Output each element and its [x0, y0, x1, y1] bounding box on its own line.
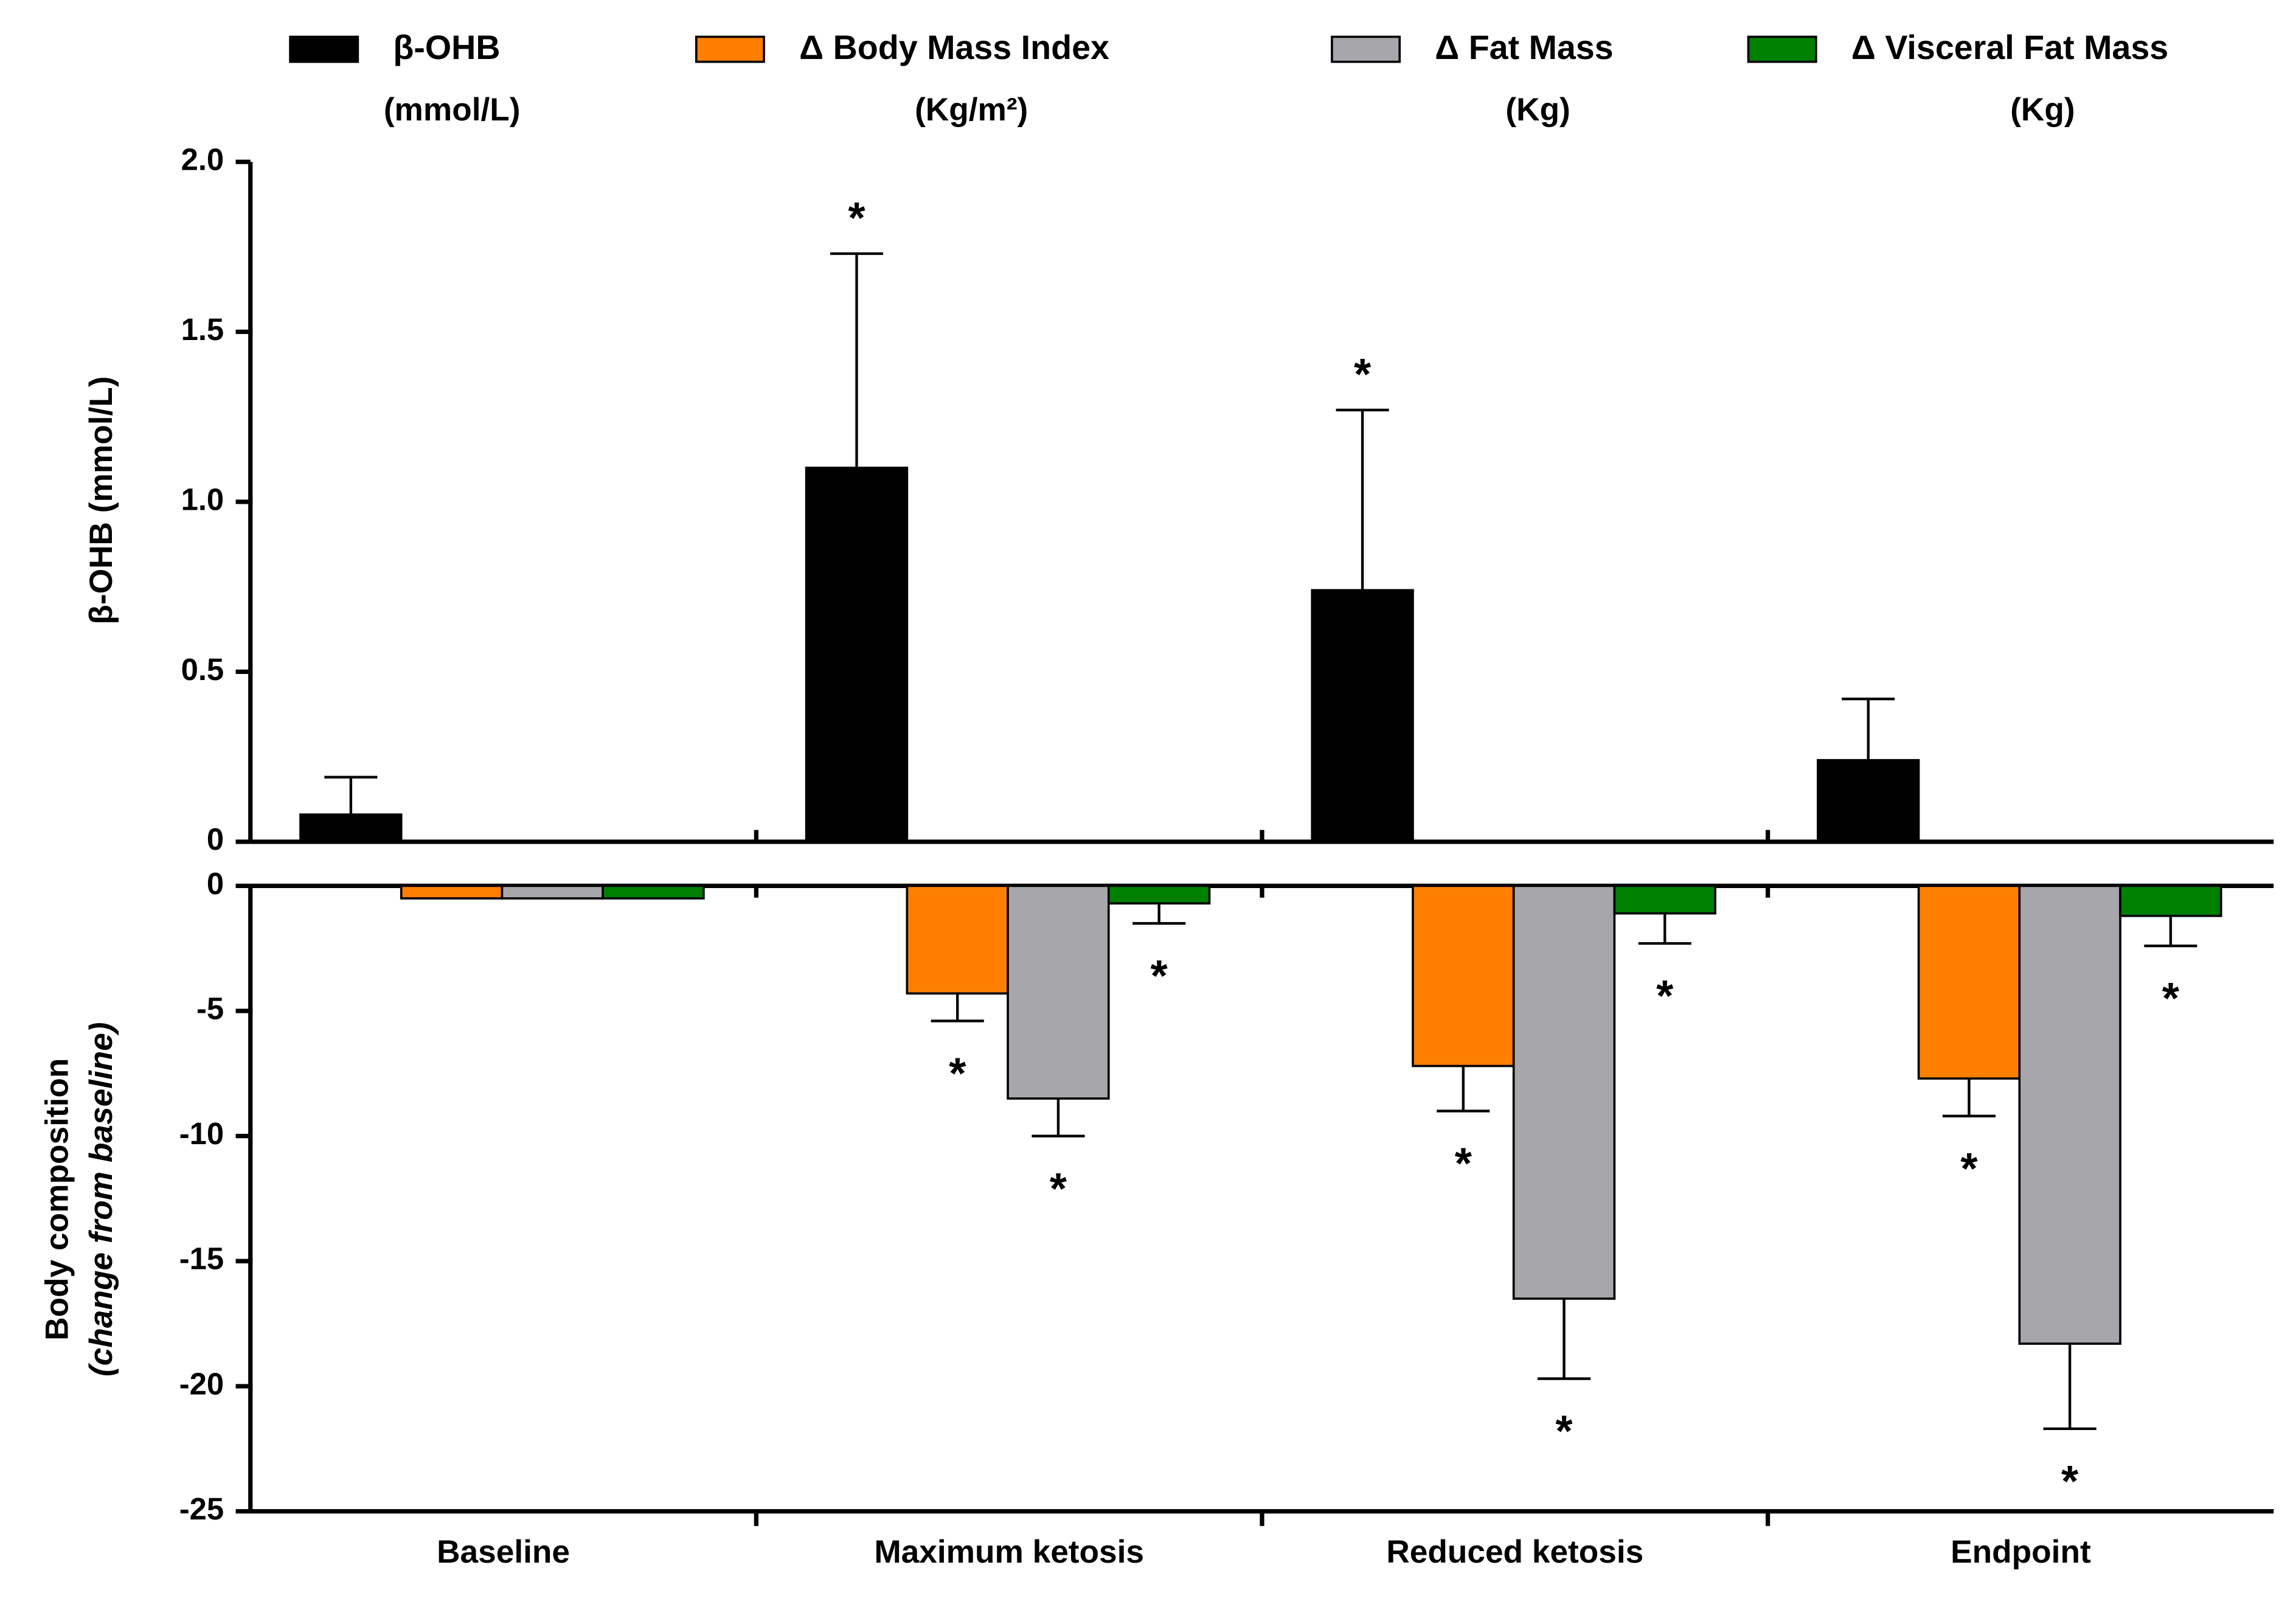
x-tick-label: Endpoint: [1951, 1534, 2091, 1570]
significance-marker: *: [949, 1049, 966, 1099]
legend-label: Δ Visceral Fat Mass: [1851, 29, 2168, 66]
legend-label: Δ Fat Mass: [1435, 29, 1613, 66]
y-axis-label: (change from baseline): [83, 1022, 119, 1377]
bar: [400, 884, 504, 900]
y-tick-label: 1.5: [181, 312, 224, 347]
legend-swatch: [1747, 35, 1817, 63]
bar: [501, 884, 604, 900]
legend-unit: (Kg): [2010, 92, 2075, 128]
y-tick-label: -20: [179, 1366, 224, 1401]
significance-marker: *: [2061, 1457, 2079, 1506]
bar: [1613, 884, 1716, 915]
legend-unit: (Kg/m²): [915, 92, 1028, 128]
bar: [2119, 884, 2222, 917]
error-bar: [2144, 915, 2197, 948]
bar: [1917, 884, 2021, 1080]
error-bar: [1638, 913, 1691, 945]
y-tick-label: 0.5: [181, 652, 224, 687]
significance-marker: *: [1455, 1139, 1472, 1189]
legend-label: Δ Body Mass Index: [799, 29, 1109, 66]
error-bar: [1336, 408, 1389, 591]
significance-marker: *: [1151, 951, 1168, 1001]
y-tick-label: 0: [207, 822, 224, 856]
legend-swatch: [695, 35, 765, 63]
bar: [1007, 884, 1110, 1100]
bar: [1311, 589, 1414, 843]
error-bar: [830, 252, 884, 468]
legend-label: β-OHB: [393, 29, 500, 66]
error-bar: [1032, 1098, 1085, 1137]
bar: [1412, 884, 1515, 1068]
bar: [805, 467, 909, 843]
bar: [906, 884, 1009, 995]
y-tick-label: -10: [179, 1116, 224, 1151]
legend-unit: (Kg): [1505, 92, 1570, 128]
y-tick-label: -25: [179, 1491, 224, 1526]
x-tick-label: Maximum ketosis: [874, 1534, 1144, 1570]
y-tick-label: 0: [207, 866, 224, 901]
legend-swatch: [289, 35, 359, 63]
significance-marker: *: [1555, 1407, 1573, 1456]
bar: [1512, 884, 1616, 1300]
error-bar: [1842, 697, 1895, 760]
bar: [602, 884, 705, 900]
significance-marker: *: [1656, 971, 1674, 1021]
significance-marker: *: [1354, 350, 1372, 399]
bar: [299, 813, 403, 843]
bar: [1107, 884, 1211, 905]
error-bar: [2043, 1344, 2097, 1431]
bar: [1817, 759, 1920, 843]
significance-marker: *: [2162, 974, 2180, 1023]
significance-marker: *: [848, 193, 865, 243]
y-tick-label: -5: [196, 991, 224, 1026]
error-bar: [1538, 1299, 1591, 1380]
error-bar: [1132, 903, 1186, 925]
x-tick-label: Baseline: [437, 1534, 570, 1570]
legend-unit: (mmol/L): [384, 92, 521, 128]
legend-swatch: [1331, 35, 1401, 63]
y-axis-label: β-OHB (mmol/L): [83, 377, 119, 625]
error-bar: [1942, 1078, 1996, 1117]
bar: [2018, 884, 2121, 1345]
error-bar: [1437, 1066, 1490, 1113]
significance-marker: *: [1050, 1164, 1067, 1213]
y-tick-label: 2.0: [181, 142, 224, 177]
significance-marker: *: [1960, 1144, 1978, 1193]
y-tick-label: -15: [179, 1241, 224, 1276]
y-axis-label: Body composition: [39, 1058, 75, 1341]
error-bar: [931, 993, 984, 1022]
y-tick-label: 1.0: [181, 482, 224, 516]
error-bar: [324, 776, 378, 815]
x-tick-label: Reduced ketosis: [1386, 1534, 1643, 1570]
